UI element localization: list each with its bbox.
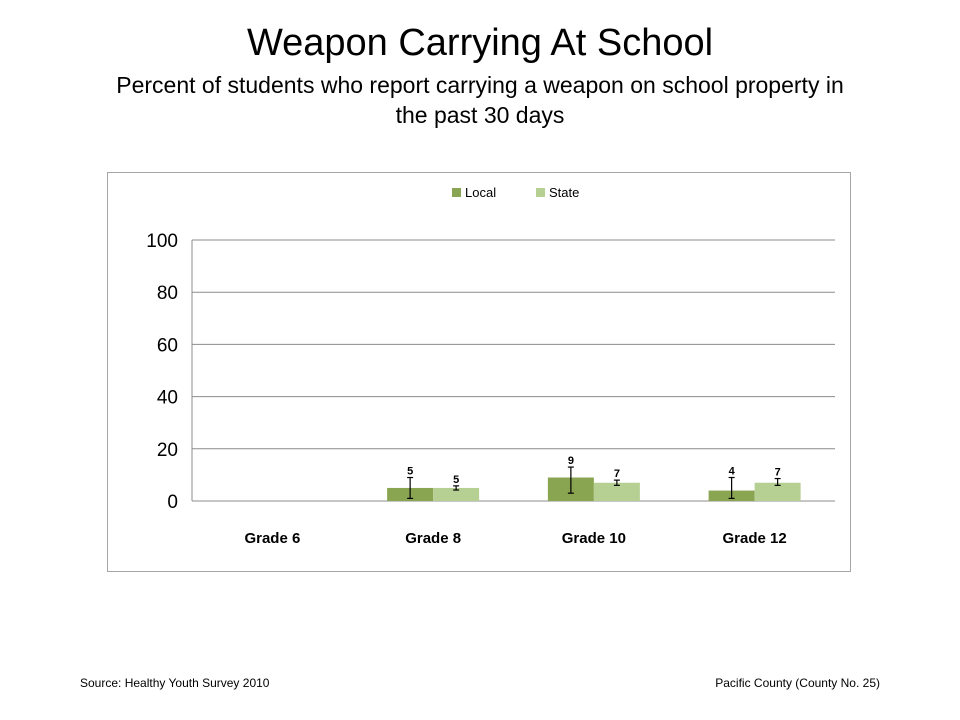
y-tick-label: 40: [157, 388, 178, 409]
legend-label-local: Local: [465, 185, 496, 200]
county-note: Pacific County (County No. 25): [715, 676, 880, 690]
legend-label-state: State: [549, 185, 579, 200]
y-tick-label: 80: [157, 283, 178, 304]
data-label: 7: [775, 467, 781, 479]
data-label: 7: [614, 468, 620, 480]
y-tick-label: 100: [146, 231, 178, 252]
bar-state: [433, 487, 480, 501]
legend-swatch-local: [452, 188, 461, 197]
legend-swatch-state: [536, 188, 545, 197]
y-tick-label: 20: [157, 440, 178, 461]
x-tick-label: Grade 12: [723, 530, 787, 547]
x-tick-label: Grade 10: [562, 530, 626, 547]
bar-state: [593, 482, 640, 501]
source-note: Source: Healthy Youth Survey 2010: [80, 676, 270, 690]
data-label: 5: [453, 474, 459, 486]
chart-subtitle: Percent of students who report carrying …: [116, 72, 844, 128]
y-tick-label: 60: [157, 335, 178, 356]
bar-chart: 0 20 40 60 80 100 Grade 6 Grade 8 5 5 Grade 10 9 7 Gr…: [146, 185, 835, 547]
bar-state: [754, 482, 801, 501]
data-label: 4: [729, 466, 736, 478]
y-tick-label: 0: [167, 492, 178, 513]
data-label: 9: [568, 455, 574, 467]
data-label: 5: [407, 466, 413, 478]
chart-frame: 0 20 40 60 80 100 Grade 6 Grade 8 5 5 Grade 10 9 7 Gr…: [107, 172, 851, 572]
x-tick-label: Grade 8: [405, 530, 461, 547]
chart-title: Weapon Carrying At School: [246, 22, 714, 64]
x-tick-label: Grade 6: [244, 530, 300, 547]
